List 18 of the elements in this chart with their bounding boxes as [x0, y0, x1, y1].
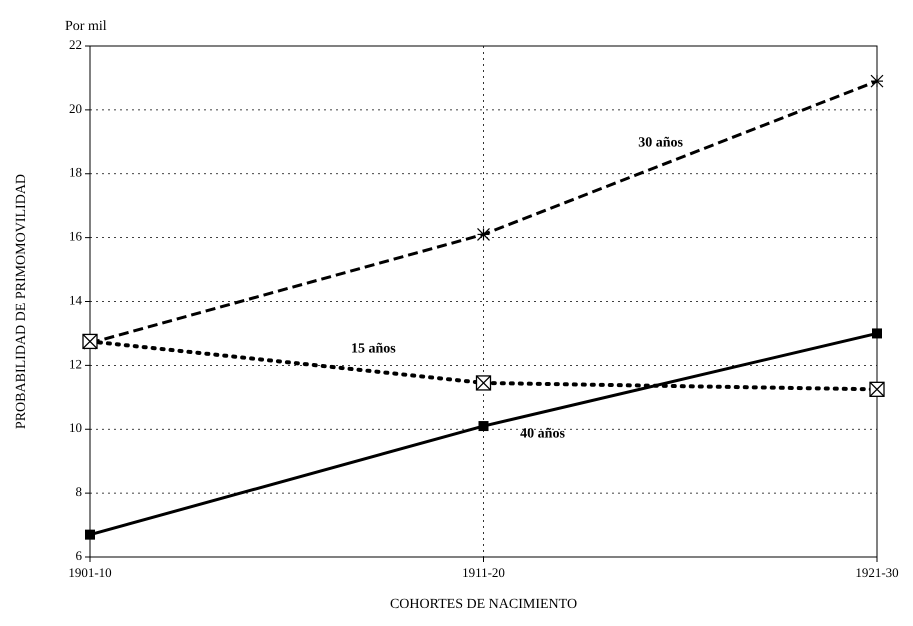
series-label: 30 años: [638, 136, 684, 151]
y-tick-label: 16: [69, 228, 82, 244]
y-tick-label: 6: [76, 548, 82, 563]
y-tick-label: 12: [69, 356, 82, 372]
y-tick-label: 10: [69, 420, 82, 436]
x-tick-label: 1901-10: [68, 565, 112, 580]
y-tick-label: 8: [76, 484, 82, 500]
y-axis-title: PROBABILIDAD DE PRIMOMOVILIDAD: [14, 174, 30, 430]
y-tick-label: 14: [69, 292, 82, 308]
series-label: 40 años: [520, 426, 566, 442]
x-tick-label: 1911-20: [462, 565, 505, 580]
text: Por mil: [65, 19, 107, 34]
x-axis-title: COHORTES DE NACIMIENTO: [390, 597, 578, 612]
y-tick-label: 18: [69, 164, 82, 180]
y-tick-label: 22: [69, 36, 82, 52]
series-label: 15 años: [350, 342, 396, 357]
y-tick-label: 20: [69, 100, 82, 116]
x-tick-label: 1921-30: [855, 565, 899, 580]
